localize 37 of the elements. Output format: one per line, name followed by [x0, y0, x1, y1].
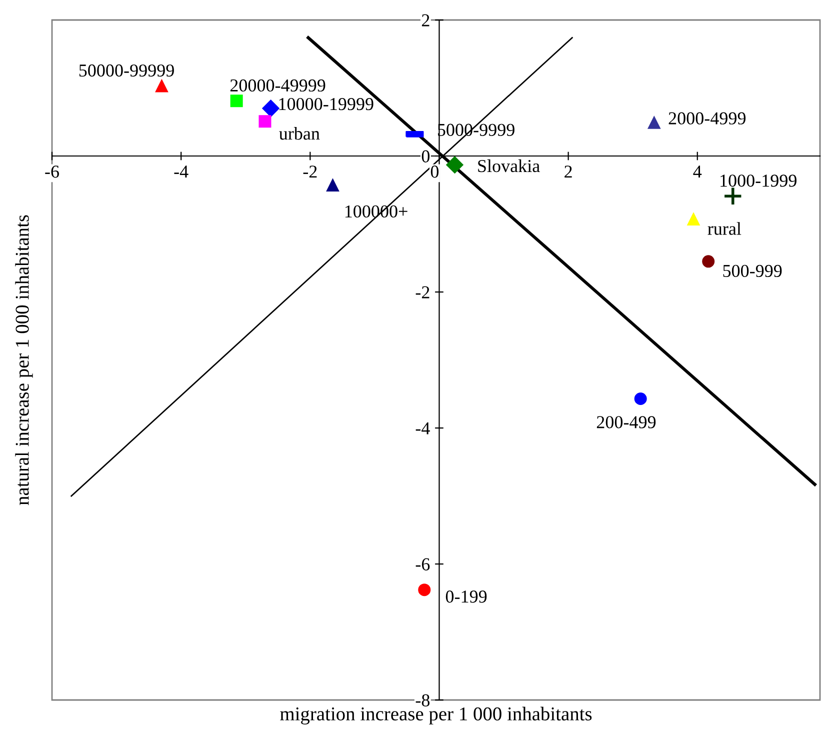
series-label: 0-199	[446, 590, 487, 603]
y-tick-label: -2	[416, 286, 430, 298]
series-label: 50000-99999	[79, 64, 174, 77]
y-axis-title: natural increase per 1 000 inhabitants	[15, 215, 33, 506]
point	[230, 94, 243, 108]
y-tick-label: 2	[422, 14, 430, 26]
point	[687, 212, 700, 226]
x-tick-label: -2	[303, 166, 317, 178]
y-tick-label: -4	[416, 422, 430, 434]
point	[418, 584, 431, 596]
point	[262, 100, 280, 117]
x-tick-label: 0	[430, 166, 439, 178]
series-label: 10000-19999	[279, 98, 374, 110]
point	[155, 80, 168, 92]
point	[446, 156, 464, 174]
series-label: 500-999	[723, 264, 782, 278]
x-tick-label: -4	[174, 166, 188, 178]
series-label: rural	[708, 222, 742, 235]
series-label: 200-499	[596, 416, 656, 428]
point	[648, 116, 660, 129]
point	[326, 178, 339, 192]
y-tick-label: -6	[416, 558, 430, 570]
x-axis-title: migration increase per 1 000 inhabitants	[280, 706, 592, 724]
x-tick-label: 2	[564, 166, 572, 178]
point	[702, 255, 715, 268]
series-label: 1000-1999	[720, 174, 796, 187]
series-label: 20000-49999	[230, 79, 326, 92]
point	[258, 115, 272, 128]
x-tick-label: 4	[693, 166, 702, 178]
x-tick-label: -6	[45, 166, 59, 178]
point	[723, 186, 743, 206]
y-tick-label: -8	[416, 694, 430, 706]
series-label: 2000-4999	[668, 112, 746, 124]
series-label: urban	[279, 127, 320, 140]
series-label: Slovakia	[478, 159, 540, 172]
point	[634, 392, 647, 406]
y-tick-label: 0	[422, 150, 430, 162]
